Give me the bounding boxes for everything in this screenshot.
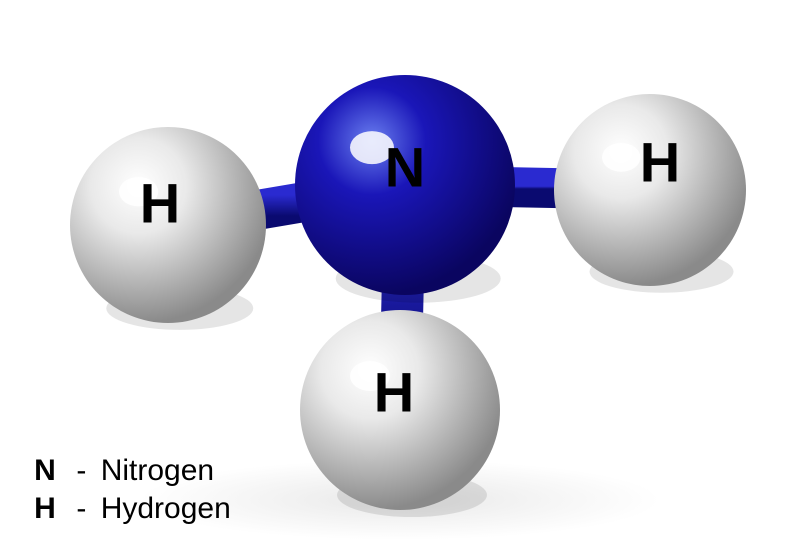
- legend-separator: -: [70, 452, 92, 490]
- legend-name: Nitrogen: [101, 454, 214, 487]
- legend-row-hydrogen: H - Hydrogen: [28, 490, 231, 528]
- legend-row-nitrogen: N - Nitrogen: [28, 452, 231, 490]
- legend: N - Nitrogen H - Hydrogen: [28, 452, 231, 527]
- atom-label-hydrogen-2: H: [640, 130, 680, 195]
- legend-symbol: N: [28, 452, 62, 490]
- legend-symbol: H: [28, 490, 62, 528]
- atom-label-nitrogen: N: [385, 135, 425, 200]
- legend-name: Hydrogen: [101, 492, 231, 525]
- atom-label-hydrogen-3: H: [374, 360, 414, 425]
- diagram-stage: N H H H N - Nitrogen H - Hydrogen: [0, 0, 800, 555]
- legend-separator: -: [70, 490, 92, 528]
- atom-label-hydrogen-1: H: [140, 171, 180, 236]
